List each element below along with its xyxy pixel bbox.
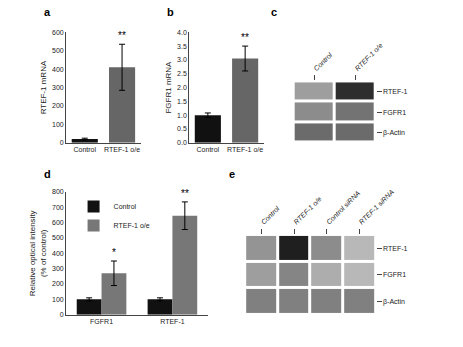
svg-text:300: 300 xyxy=(52,265,64,272)
svg-text:RTEF-1 siRNA: RTEF-1 siRNA xyxy=(358,188,396,226)
svg-text:100: 100 xyxy=(52,296,64,303)
svg-text:2.0: 2.0 xyxy=(177,84,187,91)
svg-text:FGFR1: FGFR1 xyxy=(383,271,406,278)
svg-text:1.0: 1.0 xyxy=(177,112,187,119)
svg-text:RTEF-1 o/e: RTEF-1 o/e xyxy=(104,146,140,153)
svg-text:Relative optical intensity(% o: Relative optical intensity(% of control) xyxy=(28,210,47,296)
svg-text:RTEF-1 o/e: RTEF-1 o/e xyxy=(114,222,150,229)
svg-text:2.5: 2.5 xyxy=(177,70,187,77)
svg-text:a: a xyxy=(44,6,51,18)
svg-text:Control: Control xyxy=(73,146,96,153)
svg-text:RTEF-1 o/e: RTEF-1 o/e xyxy=(227,146,263,153)
svg-text:600: 600 xyxy=(52,219,64,226)
svg-text:**: ** xyxy=(118,30,126,41)
svg-text:500: 500 xyxy=(52,234,64,241)
svg-text:**: ** xyxy=(181,188,189,199)
svg-text:RTEF-1: RTEF-1 xyxy=(383,88,407,95)
svg-text:3.0: 3.0 xyxy=(177,56,187,63)
svg-text:FGFR1: FGFR1 xyxy=(383,109,406,116)
svg-text:200: 200 xyxy=(52,280,64,287)
svg-text:FGFR1 mRNA: FGFR1 mRNA xyxy=(164,61,173,114)
svg-text:0: 0 xyxy=(60,139,64,146)
svg-text:Control: Control xyxy=(260,205,281,226)
svg-text:*: * xyxy=(112,247,116,258)
svg-text:RTEF-1: RTEF-1 xyxy=(383,245,407,252)
svg-text:β-Actin: β-Actin xyxy=(383,129,405,137)
svg-text:400: 400 xyxy=(52,250,64,257)
svg-text:c: c xyxy=(271,6,277,18)
svg-text:600: 600 xyxy=(52,29,64,36)
svg-text:0: 0 xyxy=(60,311,64,318)
svg-text:0.0: 0.0 xyxy=(177,139,187,146)
svg-text:700: 700 xyxy=(52,204,64,211)
svg-text:RTEF-1 o/e: RTEF-1 o/e xyxy=(292,195,323,226)
svg-text:d: d xyxy=(44,168,51,180)
svg-text:500: 500 xyxy=(52,47,64,54)
svg-text:RTEF-1: RTEF-1 xyxy=(160,318,184,325)
svg-text:100: 100 xyxy=(52,121,64,128)
svg-text:b: b xyxy=(167,6,174,18)
svg-text:RTEF-1 mRNA: RTEF-1 mRNA xyxy=(39,60,48,114)
svg-text:800: 800 xyxy=(52,188,64,195)
svg-text:0.5: 0.5 xyxy=(177,125,187,132)
svg-text:FGFR1: FGFR1 xyxy=(90,318,113,325)
svg-text:4.0: 4.0 xyxy=(177,29,187,36)
svg-text:e: e xyxy=(229,168,235,180)
svg-text:400: 400 xyxy=(52,66,64,73)
svg-text:3.5: 3.5 xyxy=(177,43,187,50)
svg-text:1.5: 1.5 xyxy=(177,98,187,105)
svg-text:Control: Control xyxy=(312,51,333,72)
svg-text:Control: Control xyxy=(197,146,220,153)
svg-text:200: 200 xyxy=(52,102,64,109)
svg-text:**: ** xyxy=(241,32,249,43)
svg-text:Control siRNA: Control siRNA xyxy=(325,189,362,226)
svg-text:β-Actin: β-Actin xyxy=(383,298,405,306)
svg-text:300: 300 xyxy=(52,84,64,91)
svg-text:RTEF-1 o/e: RTEF-1 o/e xyxy=(353,42,384,73)
svg-text:Control: Control xyxy=(114,203,137,210)
